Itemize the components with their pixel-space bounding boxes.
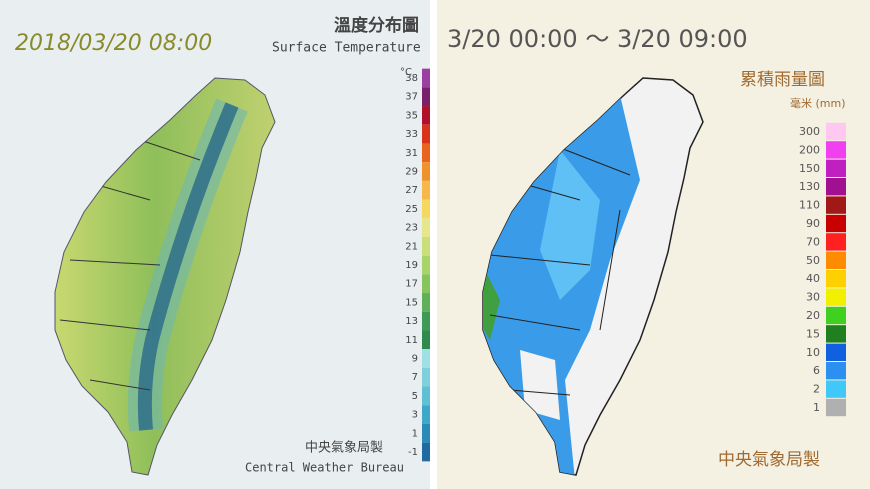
legend-swatch [826,159,846,177]
legend-label: 50 [806,254,820,267]
legend-label: 25 [405,204,418,215]
legend-label: 1 [412,428,418,439]
legend-swatch [422,442,430,462]
legend-label: 9 [412,354,418,365]
legend-swatch [826,343,846,361]
legend-swatch [422,68,430,88]
legend-swatch [826,398,846,417]
legend-swatch [422,162,430,181]
legend-swatch [826,362,846,380]
legend-swatch [826,196,846,214]
legend-label: 300 [799,125,820,138]
legend-swatch [422,349,430,368]
legend-swatch [826,251,846,269]
legend-swatch [826,270,846,288]
legend-swatch [826,214,846,233]
legend-swatch [422,423,430,443]
temperature-panel: 2018/03/20 08:00 溫度分布圖 Surface Temperatu… [0,0,430,489]
legend-swatch [826,288,846,306]
legend-label: 150 [799,162,820,175]
legend-swatch [422,218,430,237]
legend-label: 29 [405,167,418,178]
legend-swatch [826,306,846,325]
credit: 中央氣象局製 [718,450,820,470]
legend-label: -1 [408,447,418,458]
rainfall-legend: 300 200 150 130 110 90 70 50 40 30 20 15 10 6 2 1 [799,122,846,417]
legend-label: 130 [799,180,820,193]
unit-label: °C [400,67,412,78]
legend-label: 13 [405,316,418,327]
legend-swatch [826,233,846,251]
legend-swatch [826,122,846,141]
legend-swatch [422,255,430,275]
legend-swatch [422,236,430,256]
rainfall-panel: 3/20 00:00 ～ 3/20 09:00 累積雨量圖 毫米 (mm) 30… [437,0,870,489]
legend-label: 110 [799,199,820,212]
legend-label: 19 [405,260,418,271]
legend-label: 37 [405,92,418,103]
legend-swatch [422,405,430,424]
legend-swatch [422,180,430,200]
legend-swatch [422,143,430,163]
legend-label: 7 [412,372,418,383]
legend-swatch [826,178,846,196]
legend-swatch [826,325,846,343]
credit-en: Central Weather Bureau [245,461,404,475]
legend-label: 15 [806,327,820,340]
legend-swatch [422,367,430,387]
legend-label: 30 [806,291,820,304]
period: 3/20 00:00 ～ 3/20 09:00 [447,25,748,53]
legend-swatch [826,380,846,398]
credit-zh: 中央氣象局製 [305,441,383,456]
legend-label: 20 [806,309,820,322]
map-title: 累積雨量圖 [740,70,825,90]
legend-label: 31 [405,148,418,159]
legend-label: 3 [412,410,418,421]
mountain-ridge [59,98,248,432]
legend-swatch [826,141,846,159]
legend-label: 1 [813,401,820,414]
legend-label: 10 [806,346,820,359]
legend-label: 35 [405,110,418,121]
unit-label: 毫米 (mm) [790,96,846,110]
legend-swatch [422,199,430,219]
legend-swatch [422,124,430,144]
map-title: 溫度分布圖 [334,15,419,36]
legend-label: 15 [405,297,418,308]
legend-label: 17 [405,279,418,290]
legend-swatch [422,274,430,294]
legend-label: 11 [405,335,418,346]
legend-swatch [422,311,430,331]
legend-label: 40 [806,272,820,285]
legend-swatch [422,87,430,107]
legend-label: 5 [412,391,418,402]
legend-swatch [422,106,430,125]
map-subtitle: Surface Temperature [272,41,421,56]
legend-label: 38 [405,73,418,84]
legend-label: 6 [813,364,820,377]
legend-label: 21 [405,241,418,252]
legend-swatch [422,330,430,350]
legend-label: 2 [813,383,820,396]
legend-label: 23 [405,223,418,234]
legend-label: 27 [405,185,418,196]
legend-swatch [422,293,430,312]
legend-label: 200 [799,143,820,156]
legend-label: 33 [405,129,418,140]
legend-swatch [422,386,430,406]
legend-label: 70 [806,235,820,248]
timestamp: 2018/03/20 08:00 [15,31,212,56]
legend-label: 90 [806,217,820,230]
